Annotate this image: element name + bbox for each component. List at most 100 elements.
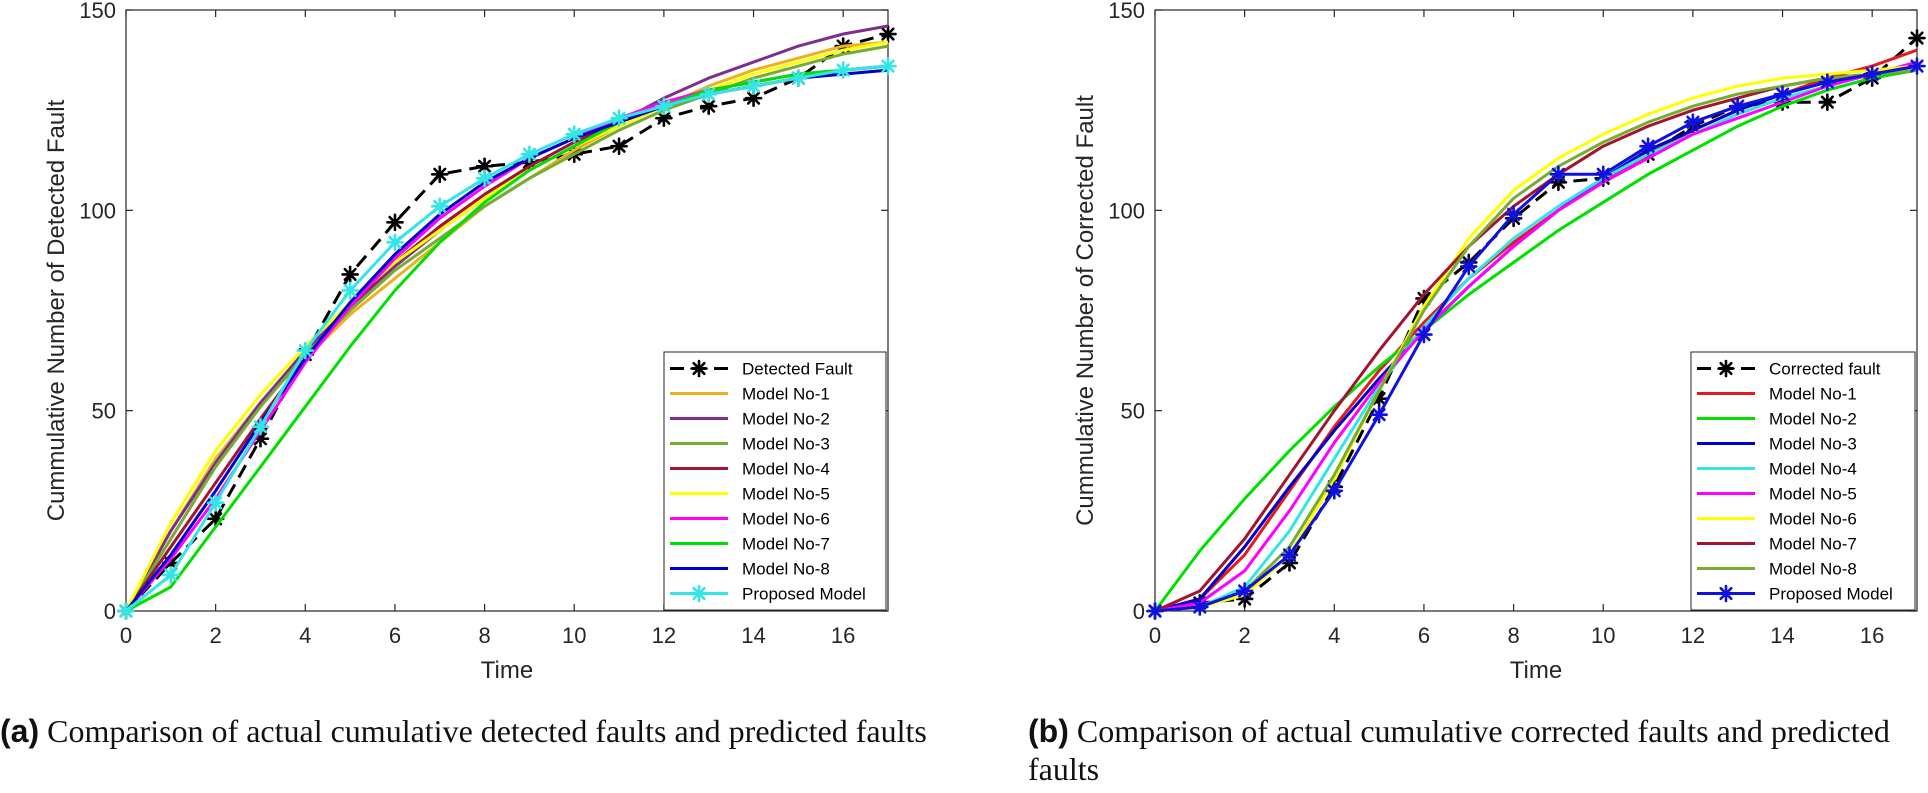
x-tick-label: 8 [1507,623,1519,648]
y-axis-label: Cummulative Number of Detected Fault [43,99,70,521]
series-lines [1146,29,1926,620]
legend: Corrected fault Model No-1 Model No-2 Model… [1690,351,1916,611]
data-point [655,97,673,115]
data-point [1818,73,1837,91]
series-line-0 [124,32,889,613]
legend-label-7: Model No-7 [1769,535,1857,554]
legend-label-4: Model No-4 [742,460,830,479]
x-tick-label: 12 [1681,623,1705,648]
data-point [1639,137,1657,156]
x-tick-label: 4 [299,623,311,648]
series-line-0 [1154,36,1919,613]
x-axis-label: Time [481,657,533,684]
x-tick-label: 2 [210,623,222,648]
data-point [162,566,180,584]
data-point [430,197,449,216]
x-tick-label: 2 [1239,623,1251,648]
data-point [1235,582,1254,600]
data-point [744,77,763,95]
legend-label-6: Model No-6 [742,510,830,529]
data-point [1908,57,1926,75]
legend-label-4: Model No-4 [1769,460,1857,479]
data-point [386,213,404,232]
legend-marker-0 [690,359,708,378]
data-point [1325,481,1344,500]
series-line-7 [125,64,889,613]
y-tick-label: 100 [1108,198,1145,223]
series-line-3 [124,44,889,612]
x-tick-label: 16 [1860,623,1884,648]
caption-b: (b) Comparison of actual cumulative corr… [1028,712,1908,788]
y-tick-label: 50 [92,399,116,424]
data-point [834,61,852,79]
data-point [206,494,225,512]
y-tick-label: 50 [1121,399,1145,424]
x-tick-label: 14 [741,623,765,648]
caption-a-tag: (a) [0,713,40,749]
chart-panel-1: 0 2 4 6 8 10 12 14 16 0 50 100 150 Time Cummulative Nu… [1072,0,1926,684]
series-line-2 [1153,68,1918,612]
chart-panel-0: 0 2 4 6 8 10 12 14 16 0 50 100 150 Time Cummulative Nu… [43,0,897,684]
data-point [1146,602,1164,620]
data-point [1191,598,1209,616]
y-tick-label: 150 [1108,0,1145,23]
x-tick-label: 10 [562,623,586,648]
x-tick-label: 6 [1418,623,1430,648]
x-tick-label: 4 [1328,623,1340,648]
legend-label-6: Model No-6 [1769,510,1857,529]
data-point [1863,65,1881,83]
legend-label-3: Model No-3 [742,435,830,454]
data-point [341,265,359,284]
data-point [1459,257,1478,276]
data-point [1370,405,1388,424]
x-tick-label: 0 [120,623,132,648]
data-point [1415,325,1433,344]
legend-marker-0 [1717,359,1735,378]
legend-label-1: Model No-1 [742,385,830,404]
legend-label-0: Corrected fault [1769,360,1881,379]
legend-label-8: Model No-8 [1769,560,1857,579]
legend-label-2: Model No-2 [1769,410,1857,429]
data-point [1818,93,1837,111]
y-tick-label: 0 [1133,599,1145,624]
data-point [1504,205,1523,224]
y-ticks: 0 50 100 150 [1108,0,1917,624]
data-point [430,165,449,184]
legend-label-9: Proposed Model [1769,585,1893,604]
data-point [879,25,897,43]
series-line-5 [1154,60,1918,613]
legend-label-0: Detected Fault [742,360,853,379]
y-tick-label: 0 [104,599,116,624]
data-point [475,169,494,188]
legend-label-7: Model No-7 [742,535,830,554]
data-point [1594,165,1613,184]
data-point [520,145,539,164]
y-tick-label: 150 [79,0,116,23]
series-markers-9 [1146,57,1926,620]
data-point [251,417,270,436]
data-point [386,233,404,252]
caption-a-text: Comparison of actual cumulative detected… [39,713,927,749]
legend-label-5: Model No-5 [1769,485,1857,504]
legend-label-2: Model No-2 [742,410,830,429]
series-line-9 [1154,64,1918,613]
series-line-4 [1154,64,1918,613]
x-tick-label: 12 [652,623,676,648]
legend-label-5: Model No-5 [742,485,830,504]
series-line-5 [124,40,889,612]
data-point [610,109,628,127]
caption-b-text: Comparison of actual cumulative correcte… [1028,713,1890,787]
legend: Detected Fault Model No-1 Model No-2 Model … [663,351,887,611]
data-point [1908,29,1926,47]
legend-label-3: Model No-3 [1769,435,1857,454]
series-markers-9 [117,57,897,620]
data-point [1728,97,1747,115]
data-point [341,281,359,300]
data-point [789,69,808,87]
y-ticks: 0 50 100 150 [79,0,888,624]
x-tick-label: 8 [478,623,490,648]
caption-a: (a) Comparison of actual cumulative dete… [0,712,930,750]
series-lines [117,24,897,620]
x-ticks: 0 2 4 6 8 10 12 14 16 [120,10,855,648]
x-tick-label: 14 [1770,623,1794,648]
